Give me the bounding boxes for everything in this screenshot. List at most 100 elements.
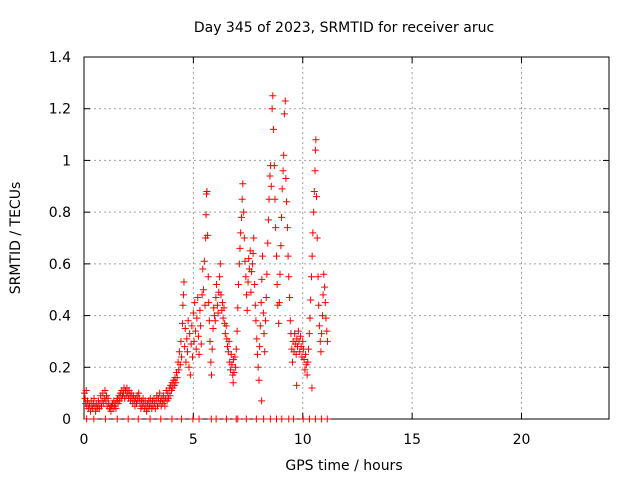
data-point: [146, 415, 154, 423]
data-point: [186, 330, 194, 338]
data-point: [239, 180, 247, 188]
data-point: [195, 415, 203, 423]
data-point: [282, 175, 290, 183]
data-point: [225, 337, 233, 345]
data-point: [271, 195, 279, 203]
data-point: [302, 350, 310, 358]
data-point: [321, 283, 329, 291]
data-point: [227, 350, 235, 358]
data-point: [221, 330, 229, 338]
data-point: [300, 356, 308, 364]
data-point: [156, 389, 164, 397]
data-point: [256, 322, 264, 330]
data-point: [293, 381, 301, 389]
data-point: [207, 358, 215, 366]
data-point: [322, 314, 330, 322]
data-point: [308, 384, 316, 392]
data-point: [283, 224, 291, 232]
data-point: [296, 348, 304, 356]
data-point: [219, 314, 227, 322]
data-point: [264, 239, 272, 247]
data-point: [269, 125, 277, 133]
y-tick-labels: 0 0.2 0.4 0.6 0.8 1 1.2 1.4: [49, 50, 71, 428]
data-point: [266, 172, 274, 180]
data-point: [230, 368, 238, 376]
x-axis-label: GPS time / hours: [285, 458, 402, 474]
data-point: [285, 273, 293, 281]
data-point: [251, 301, 259, 309]
data-point: [206, 337, 214, 345]
data-point: [90, 394, 98, 402]
data-point: [267, 182, 275, 190]
data-point: [288, 358, 296, 366]
data-point: [245, 255, 253, 263]
data-point: [241, 257, 249, 265]
data-point: [253, 350, 261, 358]
y-tick-label: 0.2: [49, 360, 71, 376]
data-point: [161, 402, 169, 410]
data-point: [243, 291, 251, 299]
data-point: [275, 319, 283, 327]
data-point: [259, 252, 266, 260]
data-point: [212, 293, 220, 301]
data-point: [182, 358, 190, 366]
data-point: [222, 415, 230, 423]
data-point: [101, 415, 109, 423]
data-point: [202, 211, 210, 219]
data-point: [240, 234, 248, 242]
data-point: [208, 371, 216, 379]
data-point: [135, 389, 143, 397]
data-point: [308, 252, 316, 260]
data-point: [194, 293, 202, 301]
data-point: [253, 335, 261, 343]
data-point: [232, 345, 240, 353]
data-point: [205, 299, 213, 307]
data-point: [308, 273, 315, 281]
data-point: [272, 224, 280, 232]
data-point: [281, 97, 289, 105]
data-point: [228, 361, 236, 369]
data-point: [236, 244, 244, 252]
data-point: [260, 330, 268, 338]
data-point: [318, 330, 326, 338]
data-point: [192, 345, 200, 353]
data-point: [82, 387, 90, 395]
data-point: [280, 151, 288, 159]
data-point: [291, 330, 299, 338]
data-point: [233, 327, 241, 335]
data-point: [252, 317, 260, 325]
data-point: [197, 322, 205, 330]
data-point: [305, 330, 313, 338]
x-tick-label: 15: [403, 432, 421, 448]
data-point: [180, 291, 188, 299]
data-point: [234, 415, 242, 423]
data-point: [279, 167, 287, 175]
x-tick-label: 10: [294, 432, 312, 448]
data-points: [80, 92, 331, 423]
data-point: [178, 353, 186, 361]
data-point: [210, 312, 218, 320]
data-point: [278, 415, 286, 423]
data-point: [269, 92, 277, 100]
data-point: [260, 415, 268, 423]
data-point: [321, 299, 329, 307]
data-point: [196, 306, 204, 314]
data-point: [323, 337, 331, 345]
data-point: [301, 366, 309, 374]
data-point: [212, 415, 220, 423]
data-point: [290, 415, 298, 423]
y-tick-label: 1.2: [49, 102, 71, 118]
data-point: [237, 229, 245, 237]
data-point: [178, 319, 186, 327]
data-point: [248, 260, 256, 268]
data-point: [113, 415, 121, 423]
data-point: [175, 366, 183, 374]
data-point: [297, 332, 305, 340]
data-point: [216, 273, 224, 281]
data-point: [323, 415, 331, 423]
data-point: [283, 198, 291, 206]
data-point: [313, 193, 321, 201]
data-point: [220, 304, 228, 312]
data-point: [183, 348, 191, 356]
